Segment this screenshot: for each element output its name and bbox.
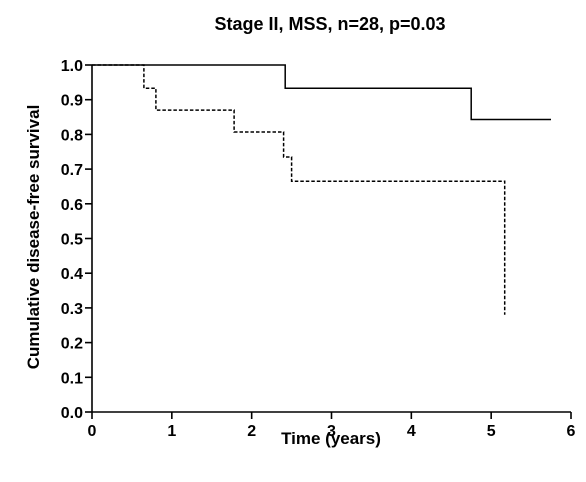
y-tick-label: 0.4 (61, 266, 83, 283)
y-tick-label: 0.5 (61, 232, 83, 249)
x-tick-label: 6 (567, 423, 576, 440)
x-tick-label: 5 (487, 423, 496, 440)
series-group (92, 64, 551, 315)
series-line-2-dashed (92, 64, 506, 315)
series-line-1-solid (92, 64, 551, 121)
y-tick-label: 0.9 (61, 93, 83, 110)
y-axis: 0.0 0.1 0.2 0.3 0.4 0.5 0.6 0.7 0.8 0.9 1.0 (61, 58, 92, 422)
y-tick-label: 0.8 (61, 127, 83, 144)
y-tick-label: 0.2 (61, 336, 83, 353)
chart-title: Stage II, MSS, n=28, p=0.03 (214, 14, 445, 34)
y-tick-label: 0.0 (61, 405, 83, 422)
y-axis-label: Cumulative disease-free survival (24, 105, 43, 370)
plot-area (91, 65, 571, 413)
y-tick-label: 0.1 (61, 370, 83, 387)
y-tick-label: 0.6 (61, 197, 83, 214)
x-tick-label: 1 (167, 423, 176, 440)
x-tick-label: 2 (247, 423, 256, 440)
x-axis: 0 2 4 6 1 3 5 (88, 412, 576, 440)
y-tick-label: 1.0 (61, 58, 83, 75)
y-tick-label: 0.7 (61, 162, 83, 179)
y-tick-label: 0.3 (61, 301, 83, 318)
x-tick-label: 0 (88, 423, 97, 440)
x-tick-label: 3 (327, 423, 336, 440)
x-tick-label: 4 (407, 423, 416, 440)
x-axis-label: Time (years) (281, 429, 381, 448)
